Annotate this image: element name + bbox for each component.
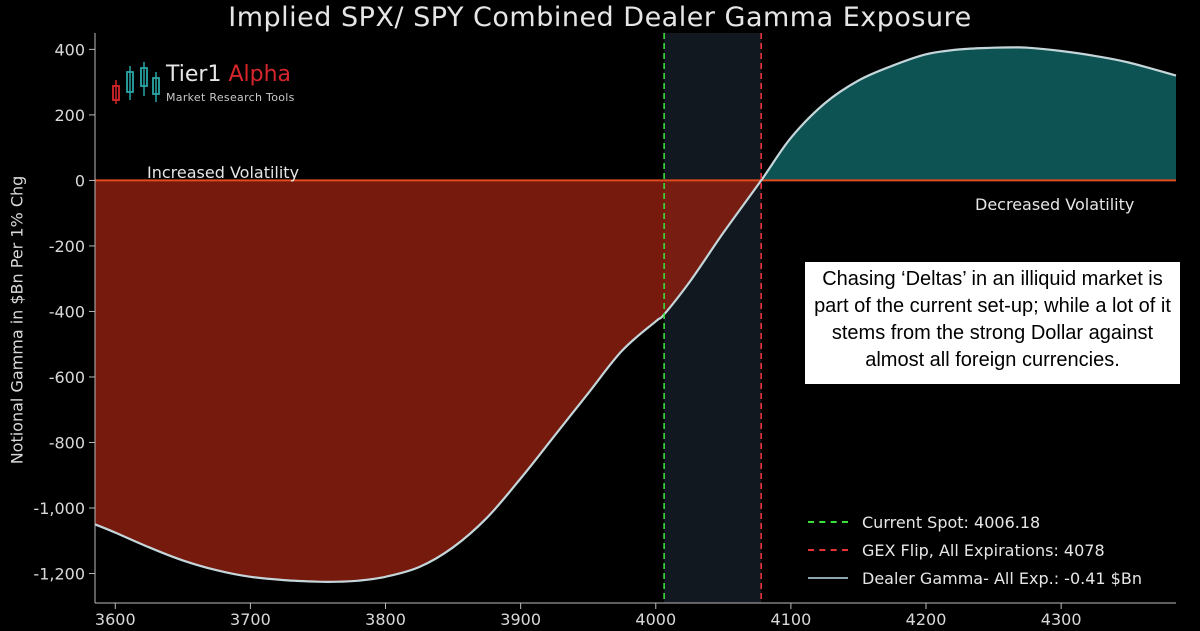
x-tick-label: 4300 <box>1041 610 1082 629</box>
increased-volatility-label: Increased Volatility <box>147 163 300 182</box>
legend-label-dealer-gamma: Dealer Gamma- All Exp.: -0.41 $Bn <box>862 568 1142 588</box>
legend-swatch-current-spot <box>808 521 848 523</box>
positive-gamma-area <box>95 47 1176 181</box>
y-tick-label: 0 <box>75 171 85 190</box>
x-tick-label: 3900 <box>500 610 541 629</box>
y-tick-label: -400 <box>49 302 85 321</box>
spot-to-flip-band <box>664 33 762 603</box>
y-tick-label: -800 <box>49 433 85 452</box>
x-tick-label: 4000 <box>635 610 676 629</box>
x-tick-label: 4100 <box>771 610 812 629</box>
decreased-volatility-label: Decreased Volatility <box>975 195 1135 214</box>
dealer-gamma-curve <box>94 46 1177 583</box>
logo-name-alpha: Alpha <box>228 62 292 87</box>
legend-swatch-dealer-gamma <box>808 577 848 579</box>
commentary-callout: Chasing ‘Deltas’ in an illiquid market i… <box>805 262 1180 384</box>
y-tick-label: -600 <box>49 368 85 387</box>
y-tick-label: 400 <box>54 40 85 59</box>
tier1-alpha-logo: Tier1 Alpha Market Research Tools <box>108 62 294 110</box>
x-tick-label: 3700 <box>230 610 271 629</box>
y-tick-label: -1,000 <box>33 499 85 518</box>
chart-title: Implied SPX/ SPY Combined Dealer Gamma E… <box>228 2 972 33</box>
x-tick-label: 3800 <box>365 610 406 629</box>
legend-label-current-spot: Current Spot: 4006.18 <box>862 512 1041 532</box>
legend-label-gex-flip: GEX Flip, All Expirations: 4078 <box>862 540 1105 560</box>
logo-wordmark: Tier1 Alpha <box>166 62 291 87</box>
negative-gamma-area <box>95 180 762 582</box>
legend-item-current-spot: Current Spot: 4006.18 <box>808 508 1142 536</box>
candlestick-logo-icon <box>112 62 160 104</box>
legend: Current Spot: 4006.18 GEX Flip, All Expi… <box>808 508 1142 592</box>
y-axis-label: Notional Gamma in $Bn Per 1% Chg <box>7 175 27 465</box>
logo-tagline: Market Research Tools <box>166 91 295 104</box>
y-tick-label: 200 <box>54 106 85 125</box>
legend-item-dealer-gamma: Dealer Gamma- All Exp.: -0.41 $Bn <box>808 564 1142 592</box>
axes: 400 200 0 -200 -400 -600 -800 -1,000 -1,200 3600 3… <box>33 33 1176 629</box>
x-tick-label: 3600 <box>95 610 136 629</box>
y-tick-label: -1,200 <box>33 565 85 584</box>
legend-swatch-gex-flip <box>808 549 848 551</box>
x-tick-label: 4200 <box>906 610 947 629</box>
y-tick-label: -200 <box>49 237 85 256</box>
logo-name-tier1: Tier1 <box>166 62 222 87</box>
legend-item-gex-flip: GEX Flip, All Expirations: 4078 <box>808 536 1142 564</box>
